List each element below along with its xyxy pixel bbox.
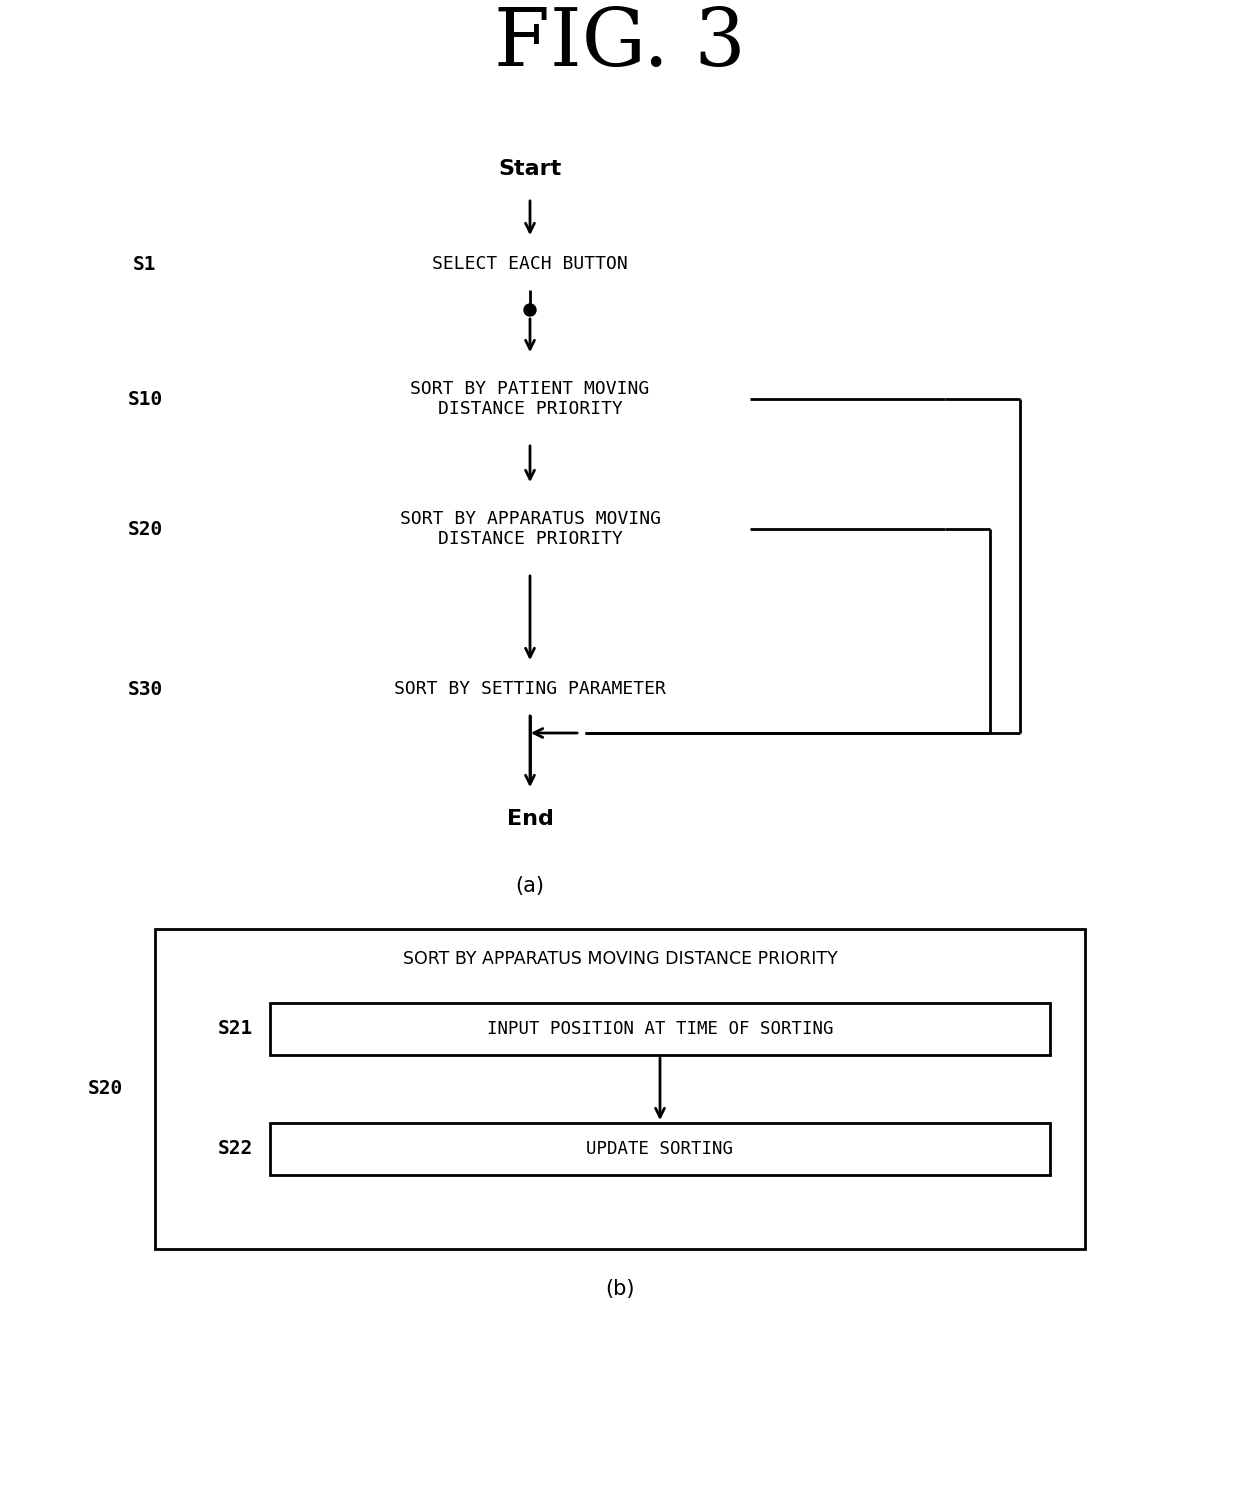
FancyBboxPatch shape [310,355,750,444]
Text: (b): (b) [605,1279,635,1300]
Text: FIG. 3: FIG. 3 [494,4,746,82]
FancyBboxPatch shape [310,486,750,573]
Text: SELECT EACH BUTTON: SELECT EACH BUTTON [432,255,627,273]
Text: SORT BY PATIENT MOVING
DISTANCE PRIORITY: SORT BY PATIENT MOVING DISTANCE PRIORITY [410,379,650,418]
Circle shape [525,304,536,316]
Text: SORT BY SETTING PARAMETER: SORT BY SETTING PARAMETER [394,681,666,699]
FancyBboxPatch shape [270,1123,1050,1175]
Text: Start: Start [498,159,562,178]
FancyBboxPatch shape [310,663,750,715]
Text: S1: S1 [133,255,156,273]
FancyBboxPatch shape [175,639,945,739]
Text: (a): (a) [516,875,544,896]
FancyBboxPatch shape [175,324,945,609]
Text: S10: S10 [128,390,162,409]
FancyBboxPatch shape [155,929,1085,1249]
Text: S20: S20 [128,520,162,538]
Text: S30: S30 [128,679,162,699]
FancyBboxPatch shape [270,1003,1050,1055]
Text: SORT BY APPARATUS MOVING DISTANCE PRIORITY: SORT BY APPARATUS MOVING DISTANCE PRIORI… [403,950,837,968]
Text: End: End [507,809,553,829]
Text: SORT BY APPARATUS MOVING
DISTANCE PRIORITY: SORT BY APPARATUS MOVING DISTANCE PRIORI… [399,510,661,549]
Text: S21: S21 [217,1019,253,1039]
Text: INPUT POSITION AT TIME OF SORTING: INPUT POSITION AT TIME OF SORTING [487,1019,833,1037]
FancyBboxPatch shape [310,238,750,289]
Text: UPDATE SORTING: UPDATE SORTING [587,1141,734,1159]
Text: S22: S22 [217,1139,253,1159]
Text: S20: S20 [87,1079,123,1099]
